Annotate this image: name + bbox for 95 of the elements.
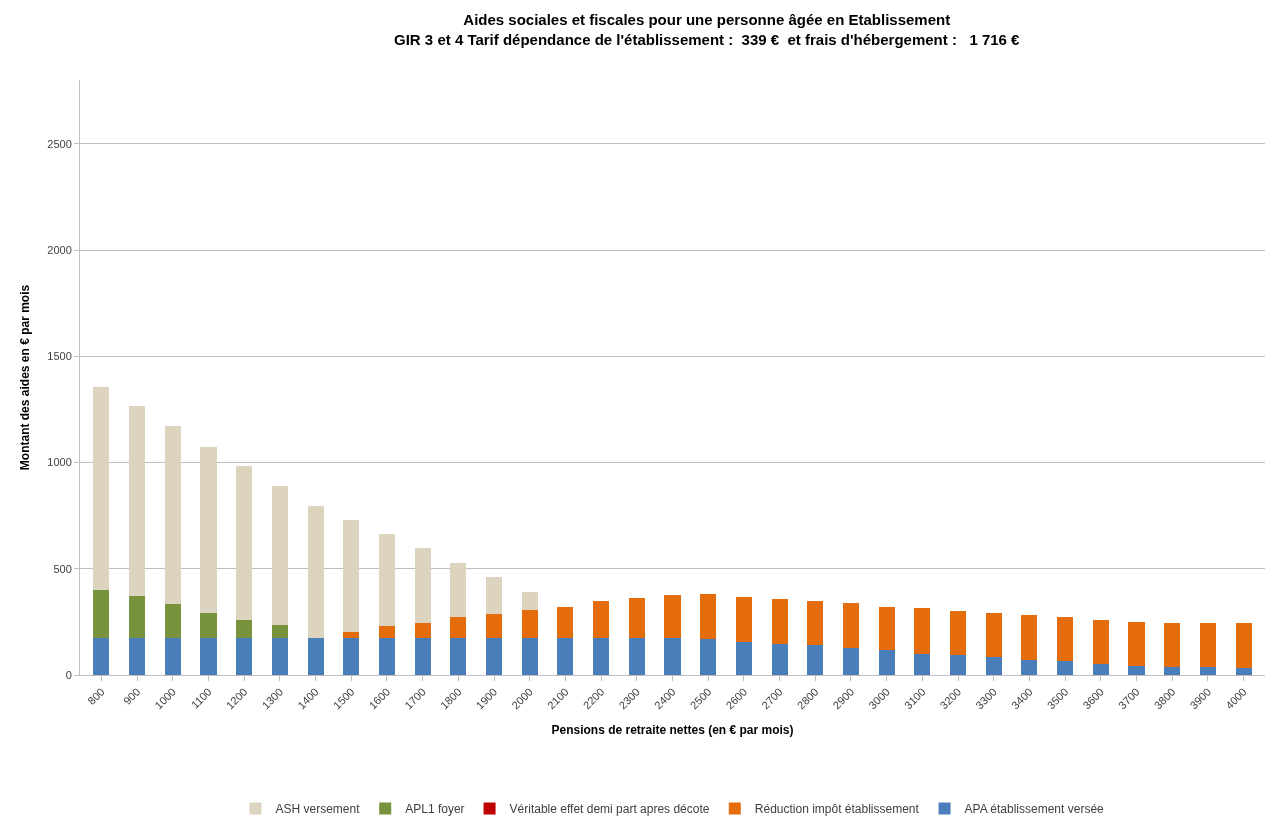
bar <box>1164 666 1181 675</box>
x-axis-title: Pensions de retraite nettes (en € par mois) <box>551 723 794 738</box>
bar <box>414 548 431 623</box>
bar <box>486 637 503 675</box>
bar <box>164 637 181 675</box>
bar <box>271 625 288 638</box>
bar <box>450 562 467 618</box>
bar <box>1235 623 1252 668</box>
bar <box>842 603 859 649</box>
bar <box>1092 663 1109 675</box>
bar <box>700 594 717 639</box>
bar <box>378 637 395 675</box>
legend-label: Véritable effet demi part apres décote <box>509 802 710 817</box>
bar <box>807 645 824 675</box>
bar <box>1164 623 1181 667</box>
bar <box>164 603 181 638</box>
y-tick-label: 1500 <box>47 350 72 363</box>
bar <box>200 612 217 638</box>
bar <box>1021 659 1038 675</box>
bar <box>771 643 788 675</box>
bar <box>521 592 538 610</box>
bar <box>985 657 1002 675</box>
bar <box>1199 666 1216 675</box>
legend-label: APA établissement versée <box>964 802 1105 817</box>
bar <box>842 648 859 675</box>
bar <box>129 405 146 596</box>
bar <box>878 649 895 675</box>
bar <box>1057 660 1074 675</box>
bar <box>807 601 824 646</box>
bar <box>343 637 360 675</box>
bar <box>557 606 574 638</box>
legend-label: ASH versement <box>275 802 361 817</box>
bar <box>521 637 538 675</box>
bar <box>236 466 253 620</box>
bar <box>378 534 395 627</box>
bar <box>236 637 253 675</box>
bar <box>236 619 253 638</box>
bar <box>1057 617 1074 661</box>
y-tick-label: 500 <box>53 562 72 575</box>
bar <box>914 608 931 654</box>
y-tick-label: 1000 <box>47 456 72 469</box>
x-tick-label: 900 <box>120 685 143 707</box>
legend-label: APL1 foyer <box>405 802 465 817</box>
bar <box>378 626 395 638</box>
bar <box>1235 667 1252 675</box>
bar <box>878 606 895 650</box>
bar <box>628 637 645 675</box>
bar <box>735 641 752 675</box>
bar <box>343 519 360 633</box>
y-tick-label: 0 <box>65 668 72 681</box>
bar <box>521 609 538 638</box>
bar <box>593 637 610 675</box>
bar <box>164 425 181 604</box>
bar <box>950 655 967 675</box>
bar <box>664 595 681 638</box>
y-axis-title: Montant des aides en € par mois <box>17 284 32 471</box>
legend-label: Réduction impôt établissement <box>754 802 920 817</box>
bar <box>1021 615 1038 660</box>
bar <box>93 590 110 638</box>
bar <box>486 614 503 638</box>
bar <box>700 638 717 675</box>
bar <box>414 637 431 675</box>
bar <box>129 637 146 675</box>
bar <box>1128 665 1145 675</box>
bar <box>557 637 574 675</box>
bar <box>414 622 431 638</box>
bar <box>93 386 110 591</box>
bar <box>271 637 288 675</box>
bar <box>1128 621 1145 666</box>
bar <box>450 637 467 675</box>
bar <box>450 617 467 638</box>
bar <box>307 637 324 675</box>
x-tick-label: 800 <box>85 685 107 707</box>
bar <box>985 612 1002 658</box>
bar <box>628 598 645 638</box>
bar <box>93 637 110 675</box>
chart-subtitle: GIR 3 et 4 Tarif dépendance de l'établissement : 339 € et frais d'hébergement : 1 716 € <box>394 30 1021 48</box>
y-tick-label: 2000 <box>47 243 72 256</box>
bar <box>200 446 217 613</box>
bar <box>129 595 146 638</box>
bar <box>307 505 324 638</box>
bar <box>914 653 931 675</box>
bar <box>664 637 681 675</box>
bar <box>771 598 788 644</box>
y-tick-label: 2500 <box>47 137 72 150</box>
bar <box>271 486 288 626</box>
bar <box>1092 619 1109 664</box>
bar <box>593 601 610 638</box>
bar <box>735 596 752 642</box>
chart-title: Aides sociales et fiscales pour une personne âgée en Etablissement <box>463 11 951 29</box>
bar <box>1199 623 1216 667</box>
bar <box>200 637 217 675</box>
bar <box>343 632 360 638</box>
bar <box>950 611 967 656</box>
bar <box>486 577 503 615</box>
